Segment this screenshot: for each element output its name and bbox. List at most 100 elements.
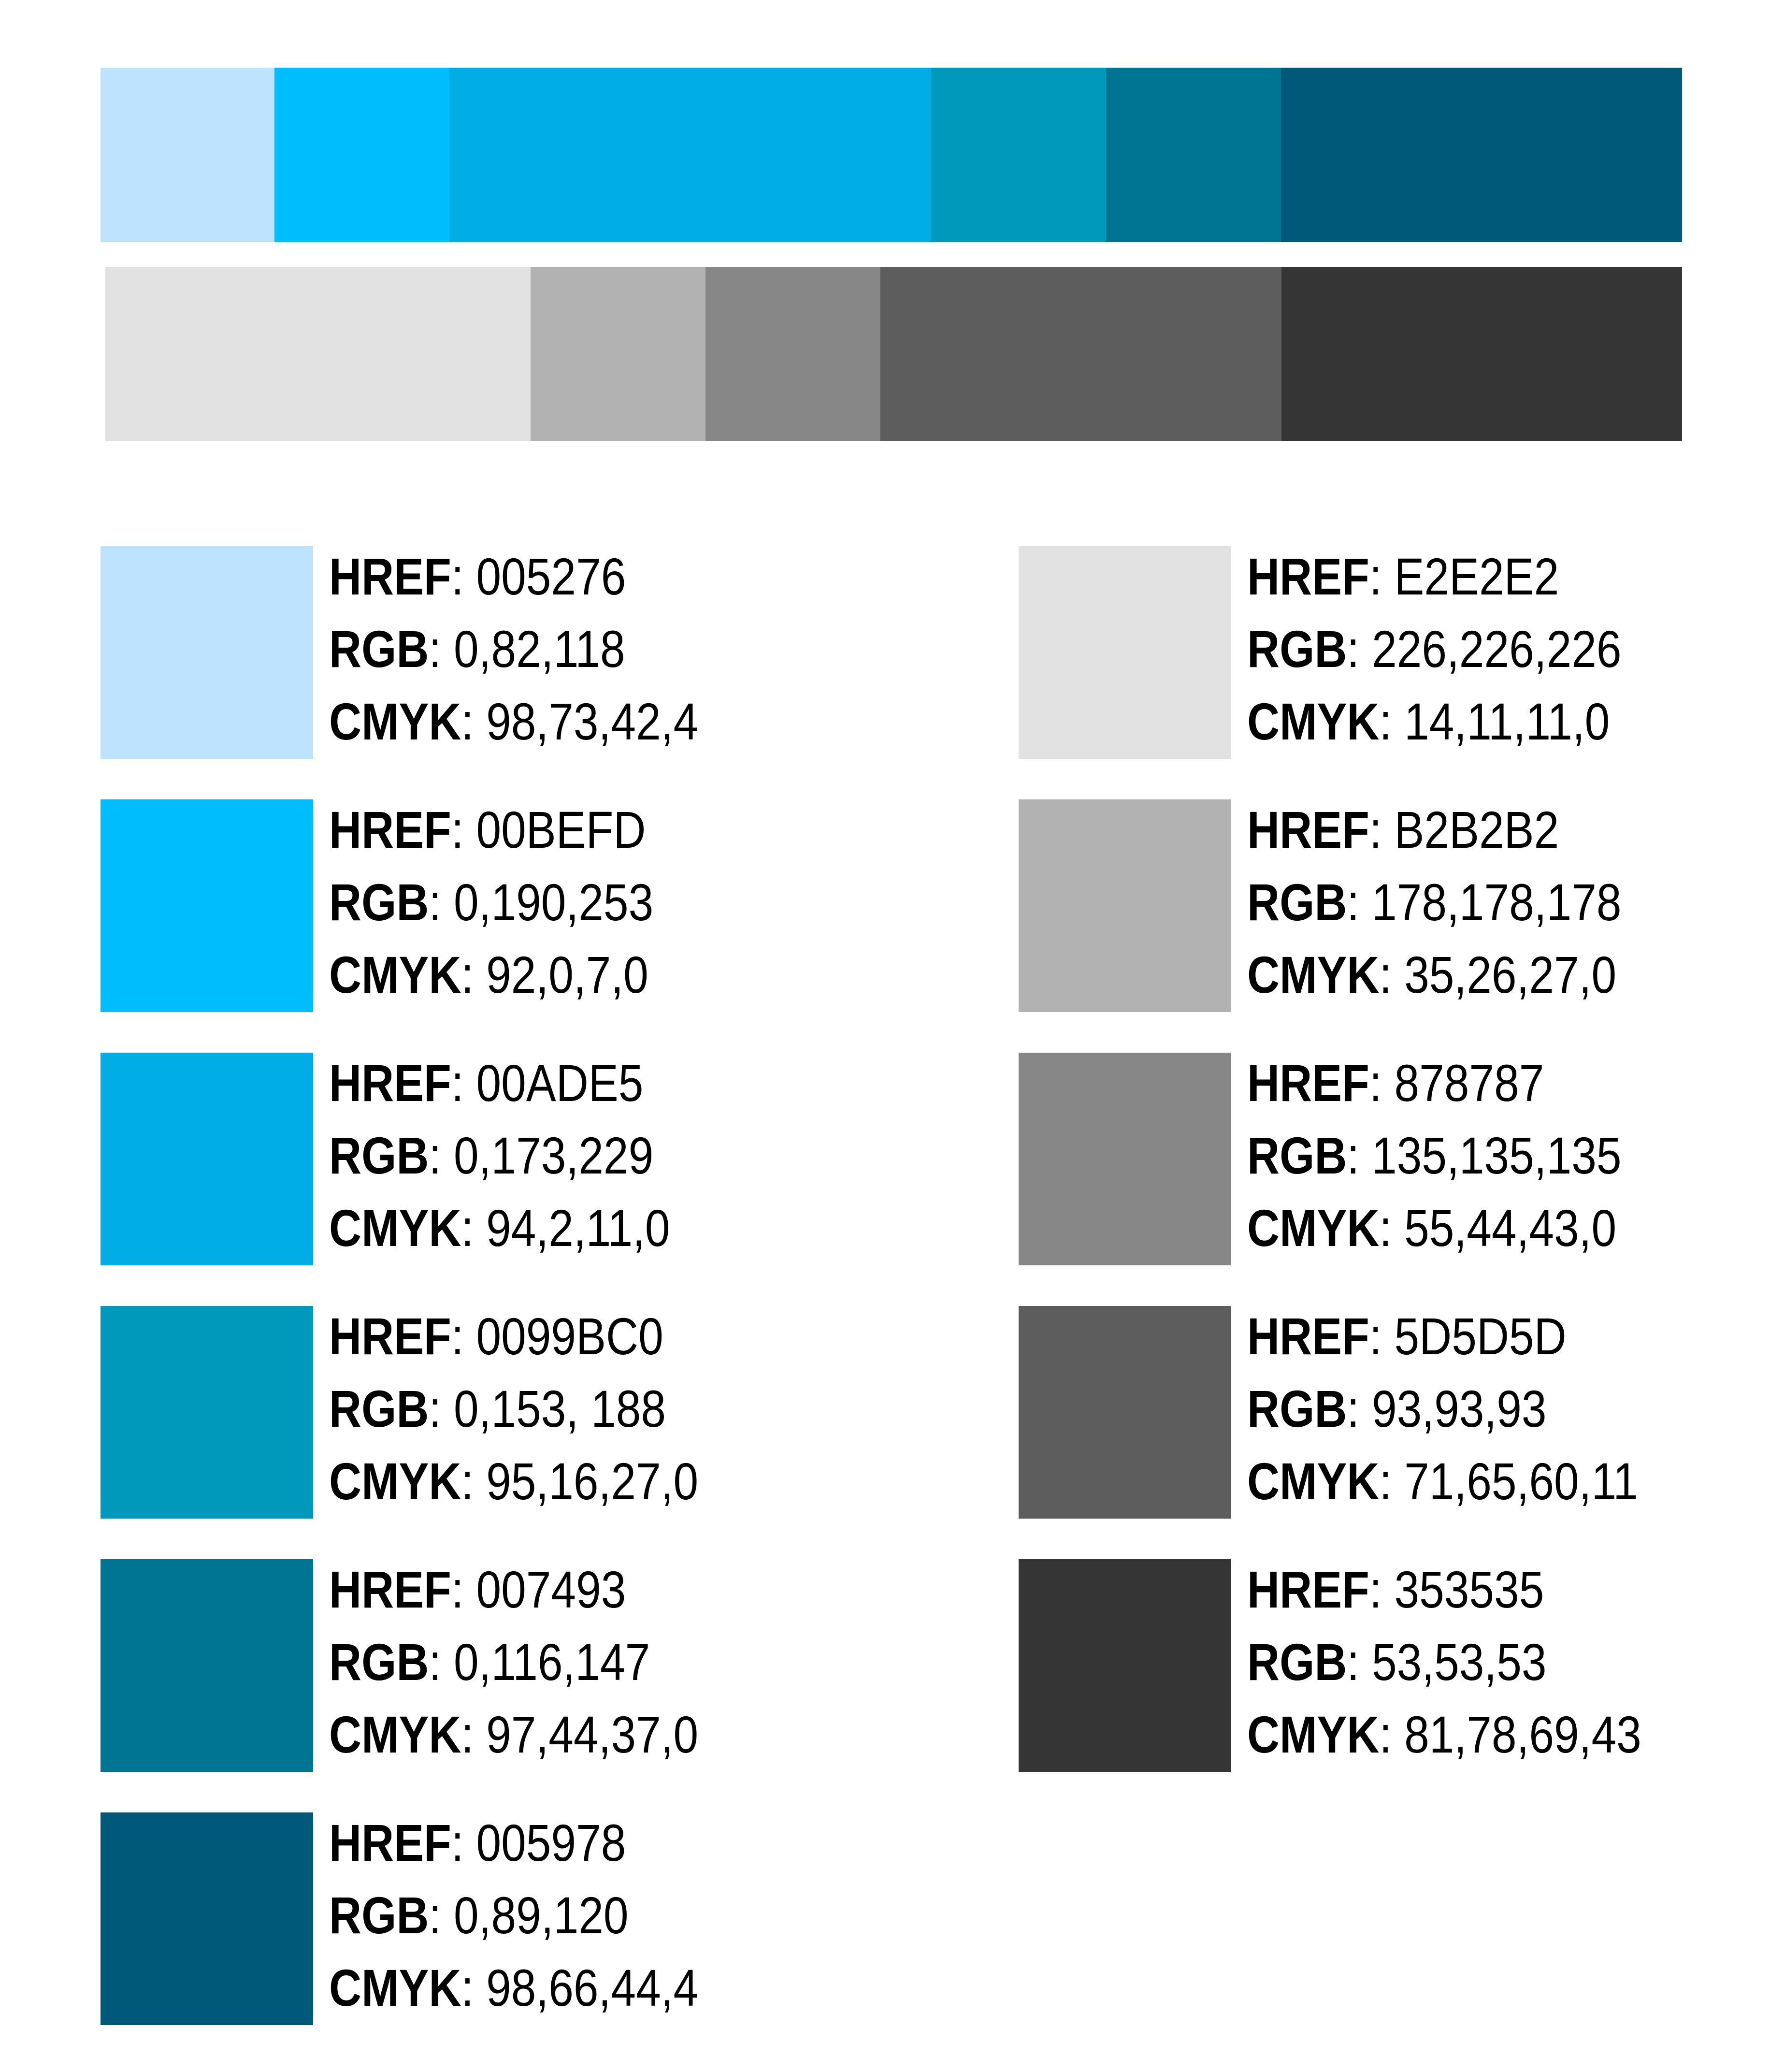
rgb-line: RGB: 0,116,147 — [329, 1626, 786, 1698]
color-swatch-entry: HREF: E2E2E2 RGB: 226,226,226 CMYK: 14,1… — [1019, 546, 1770, 759]
cmyk-label: CMYK — [1247, 1452, 1380, 1510]
gray-palette-bar — [105, 267, 1682, 441]
href-line: HREF: 353535 — [1247, 1553, 1704, 1626]
rgb-line: RGB: 135,135,135 — [1247, 1119, 1704, 1192]
rgb-label: RGB — [329, 1633, 429, 1691]
href-line: HREF: E2E2E2 — [1247, 540, 1704, 613]
href-line: HREF: 005276 — [329, 540, 786, 613]
cmyk-label: CMYK — [1247, 1705, 1380, 1764]
separator: : — [1379, 692, 1392, 751]
blue-bar-segment — [1281, 68, 1682, 242]
blue-bar-segment — [449, 68, 931, 242]
color-swatch — [1019, 546, 1231, 759]
rgb-value: 53,53,53 — [1372, 1633, 1547, 1691]
separator: : — [451, 1560, 464, 1619]
cmyk-label: CMYK — [329, 945, 461, 1004]
rgb-value: 135,135,135 — [1372, 1126, 1622, 1185]
rgb-value: 178,178,178 — [1372, 873, 1622, 931]
color-values: HREF: 007493 RGB: 0,116,147 CMYK: 97,44,… — [329, 1559, 861, 1771]
href-label: HREF — [1247, 1307, 1369, 1365]
color-swatch — [101, 799, 313, 1012]
separator: : — [451, 547, 464, 606]
cmyk-label: CMYK — [329, 1452, 461, 1510]
rgb-value: 0,116,147 — [454, 1633, 650, 1691]
cmyk-line: CMYK: 55,44,43,0 — [1247, 1192, 1704, 1264]
separator: : — [451, 1307, 464, 1365]
rgb-line: RGB: 53,53,53 — [1247, 1626, 1704, 1698]
color-values: HREF: 00BEFD RGB: 0,190,253 CMYK: 92,0,7… — [329, 799, 861, 1011]
href-value: 007493 — [476, 1560, 626, 1619]
color-swatch-entry: HREF: 0099BC0 RGB: 0,153, 188 CMYK: 95,1… — [101, 1306, 874, 1519]
color-swatch — [1019, 1559, 1231, 1772]
color-values: HREF: 353535 RGB: 53,53,53 CMYK: 81,78,6… — [1247, 1559, 1770, 1771]
separator: : — [461, 1705, 474, 1764]
href-value: 005978 — [476, 1813, 626, 1872]
blue-palette-bar — [101, 68, 1682, 242]
cmyk-value: 95,16,27,0 — [486, 1452, 699, 1510]
color-swatch — [101, 1306, 313, 1519]
separator: : — [429, 1633, 442, 1691]
href-line: HREF: B2B2B2 — [1247, 794, 1704, 866]
cmyk-value: 55,44,43,0 — [1404, 1199, 1617, 1257]
rgb-line: RGB: 0,173,229 — [329, 1119, 786, 1192]
href-value: 00BEFD — [476, 800, 646, 859]
rgb-label: RGB — [1247, 1633, 1347, 1691]
color-swatch — [101, 1559, 313, 1772]
color-swatch-entry: HREF: B2B2B2 RGB: 178,178,178 CMYK: 35,2… — [1019, 799, 1770, 1012]
href-line: HREF: 5D5D5D — [1247, 1300, 1704, 1373]
separator: : — [1379, 1452, 1392, 1510]
href-value: 353535 — [1394, 1560, 1544, 1619]
color-swatch — [1019, 1306, 1231, 1519]
blue-bar-segment — [1106, 68, 1281, 242]
color-swatch-entry: HREF: 5D5D5D RGB: 93,93,93 CMYK: 71,65,6… — [1019, 1306, 1770, 1519]
blue-bar-segment — [931, 68, 1106, 242]
separator: : — [1347, 620, 1360, 678]
separator: : — [1369, 800, 1382, 859]
gray-bar-segment — [880, 267, 1281, 441]
separator: : — [461, 945, 474, 1004]
rgb-value: 0,153, 188 — [454, 1379, 666, 1438]
color-swatch — [1019, 799, 1231, 1012]
cmyk-line: CMYK: 71,65,60,11 — [1247, 1445, 1704, 1518]
separator: : — [451, 1054, 464, 1112]
href-label: HREF — [329, 1054, 451, 1112]
separator: : — [461, 1452, 474, 1510]
href-label: HREF — [329, 1813, 451, 1872]
rgb-label: RGB — [329, 620, 429, 678]
separator: : — [1347, 1126, 1360, 1185]
separator: : — [1379, 945, 1392, 1004]
separator: : — [461, 1958, 474, 2017]
rgb-line: RGB: 178,178,178 — [1247, 866, 1704, 939]
color-values: HREF: 005978 RGB: 0,89,120 CMYK: 98,66,4… — [329, 1812, 861, 2024]
color-values: HREF: 878787 RGB: 135,135,135 CMYK: 55,4… — [1247, 1053, 1770, 1264]
href-label: HREF — [1247, 547, 1369, 606]
cmyk-line: CMYK: 97,44,37,0 — [329, 1698, 786, 1771]
href-line: HREF: 00BEFD — [329, 794, 786, 866]
color-values: HREF: B2B2B2 RGB: 178,178,178 CMYK: 35,2… — [1247, 799, 1770, 1011]
gray-bar-segment — [531, 267, 705, 441]
color-swatch-entry: HREF: 005276 RGB: 0,82,118 CMYK: 98,73,4… — [101, 546, 874, 759]
blue-bar-segment — [274, 68, 449, 242]
cmyk-value: 71,65,60,11 — [1404, 1452, 1638, 1510]
rgb-value: 0,190,253 — [454, 873, 654, 931]
href-value: 878787 — [1394, 1054, 1544, 1112]
separator: : — [429, 1126, 442, 1185]
color-swatch-entry: HREF: 00ADE5 RGB: 0,173,229 CMYK: 94,2,1… — [101, 1053, 874, 1265]
separator: : — [1347, 873, 1360, 931]
href-value: 00ADE5 — [476, 1054, 644, 1112]
rgb-label: RGB — [1247, 1379, 1347, 1438]
rgb-value: 0,89,120 — [454, 1886, 629, 1944]
rgb-value: 0,173,229 — [454, 1126, 654, 1185]
gray-bar-segment — [105, 267, 531, 441]
color-values: HREF: E2E2E2 RGB: 226,226,226 CMYK: 14,1… — [1247, 546, 1770, 758]
cmyk-value: 97,44,37,0 — [486, 1705, 699, 1764]
color-values: HREF: 0099BC0 RGB: 0,153, 188 CMYK: 95,1… — [329, 1306, 861, 1518]
href-value: E2E2E2 — [1394, 547, 1559, 606]
href-value: B2B2B2 — [1394, 800, 1559, 859]
cmyk-label: CMYK — [329, 692, 461, 751]
gray-bar-segment — [705, 267, 880, 441]
color-values: HREF: 5D5D5D RGB: 93,93,93 CMYK: 71,65,6… — [1247, 1306, 1770, 1518]
color-swatch-entry: HREF: 878787 RGB: 135,135,135 CMYK: 55,4… — [1019, 1053, 1770, 1265]
separator: : — [1369, 1307, 1382, 1365]
separator: : — [429, 873, 442, 931]
